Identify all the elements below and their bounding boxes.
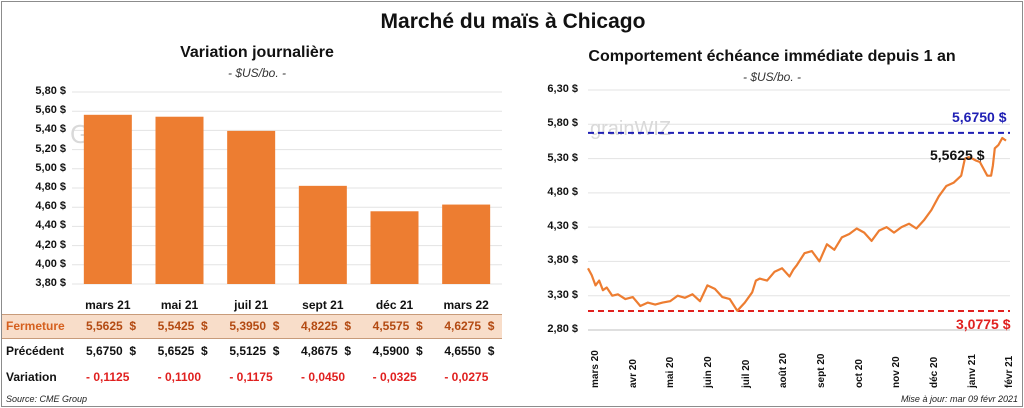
right-chart-unit: - $US/bo. -: [742, 70, 802, 84]
x-tick-label: juil 21: [234, 298, 269, 312]
y-tick-label: 5,80 $: [547, 117, 578, 130]
table-cell: 4,8225 $: [301, 319, 352, 333]
x-tick-label: mars 22: [443, 298, 489, 312]
y-tick-label: 5,60 $: [35, 104, 66, 117]
low-value-label: 3,0775 $: [956, 315, 1011, 332]
y-tick-label: 4,40 $: [35, 219, 66, 232]
table-cell: 5,3950 $: [229, 319, 280, 333]
x-tick-label: déc 21: [375, 298, 414, 312]
y-tick-label: 5,00 $: [35, 161, 66, 174]
x-tick-label: déc 20: [929, 356, 941, 388]
x-tick-label: juin 20: [703, 356, 715, 388]
table-cell: - 0,1125: [86, 370, 130, 384]
y-tick-label: 5,80 $: [35, 85, 66, 97]
x-tick-label: mai 21: [160, 298, 199, 312]
row-label: Variation: [6, 370, 57, 384]
last-value-label: 5,5625 $: [930, 146, 985, 163]
y-tick-label: 4,80 $: [35, 181, 66, 193]
table-cell: 4,6275 $: [444, 319, 495, 333]
table-cell: - 0,0450: [301, 370, 346, 384]
bar: [442, 204, 491, 284]
x-tick-label: mars 21: [85, 298, 131, 312]
bar: [83, 114, 132, 284]
table-cell: - 0,0325: [372, 370, 417, 384]
x-tick-label: mai 20: [665, 356, 677, 388]
source-note: Source: CME Group: [6, 394, 88, 404]
page-title: Marché du maïs à Chicago: [380, 10, 646, 33]
table-cell: - 0,1175: [229, 370, 273, 384]
y-tick-label: 5,30 $: [547, 151, 578, 164]
table-cell: 5,6750 $: [86, 344, 137, 358]
row-label: Fermeture: [6, 319, 65, 333]
y-tick-label: 4,20 $: [35, 238, 66, 251]
y-tick-label: 3,30 $: [547, 288, 578, 301]
x-tick-label: mars 20: [590, 350, 601, 388]
x-tick-label: avr 20: [627, 359, 639, 388]
update-note: Mise à jour: mar 09 févr 2021: [900, 394, 1018, 404]
bar: [227, 130, 276, 284]
table-cell: 5,6525 $: [157, 344, 208, 358]
x-tick-label: août 20: [778, 352, 790, 388]
y-tick-label: 4,30 $: [547, 220, 578, 233]
right-chart-title: Comportement échéance immédiate depuis 1…: [588, 48, 956, 65]
price-line: [587, 136, 1007, 312]
y-tick-label: 4,80 $: [547, 185, 578, 198]
y-tick-label: 2,80 $: [547, 323, 578, 335]
table-row-fermeture-bg: [2, 314, 502, 339]
bar: [298, 185, 347, 284]
y-tick-label: 4,60 $: [35, 200, 66, 213]
table-cell: - 0,0275: [444, 370, 489, 384]
y-tick-label: 5,40 $: [35, 123, 66, 136]
y-tick-label: 5,20 $: [35, 142, 66, 155]
table-cell: 4,5900 $: [372, 344, 423, 358]
y-tick-label: 3,80 $: [35, 277, 66, 289]
x-tick-label: févr 21: [1004, 355, 1016, 388]
left-chart-title: Variation journalière: [180, 44, 334, 61]
x-tick-label: sept 21: [302, 298, 344, 312]
x-tick-label: sept 20: [816, 353, 828, 388]
left-chart-unit: - $US/bo. -: [227, 66, 287, 80]
y-tick-label: 6,30 $: [547, 83, 578, 95]
table-cell: 5,5425 $: [157, 319, 208, 333]
x-tick-label: juil 20: [740, 359, 752, 388]
bar-chart: GR: [70, 91, 502, 285]
y-tick-label: 3,80 $: [547, 254, 578, 267]
row-label: Précédent: [6, 344, 65, 358]
watermark: grainWIZ: [590, 118, 671, 140]
x-tick-label: nov 20: [891, 356, 903, 388]
table-cell: 4,5575 $: [372, 319, 423, 333]
bar: [155, 116, 204, 284]
x-tick-label: oct 20: [853, 359, 865, 388]
x-tick-label: janv 21: [966, 354, 978, 388]
table-cell: - 0,1100: [157, 370, 202, 384]
y-tick-label: 4,00 $: [35, 257, 66, 270]
table-cell: 5,5125 $: [229, 344, 280, 358]
bar: [370, 211, 419, 284]
table-cell: 4,6550 $: [444, 344, 495, 358]
high-value-label: 5,6750 $: [952, 108, 1007, 125]
table-cell: 4,8675 $: [301, 344, 352, 358]
table-cell: 5,5625 $: [86, 319, 137, 333]
